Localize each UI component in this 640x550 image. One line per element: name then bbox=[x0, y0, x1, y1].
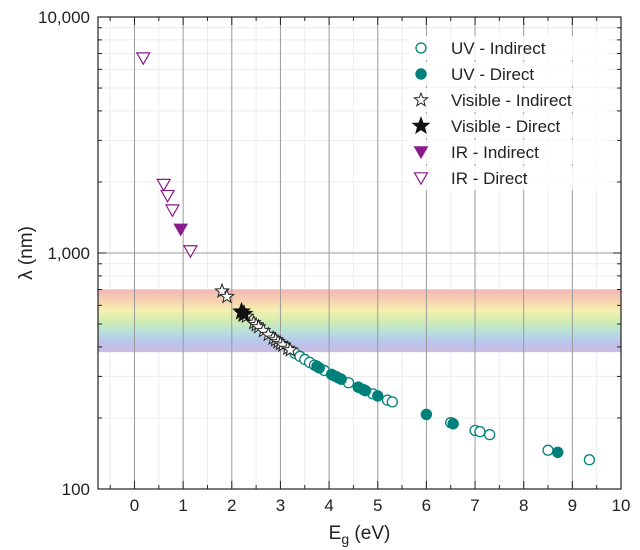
data-point-uv-indirect bbox=[583, 454, 596, 466]
data-point-ir-direct bbox=[182, 245, 198, 259]
x-tick-label: 7 bbox=[470, 496, 479, 515]
legend-marker-visible-indirect bbox=[412, 91, 430, 107]
series-visible-direct bbox=[232, 301, 254, 323]
data-point-uv-direct bbox=[372, 390, 384, 402]
y-tick-label: 100 bbox=[62, 480, 90, 499]
data-point-uv-indirect bbox=[474, 425, 486, 438]
data-point-uv-direct bbox=[420, 408, 433, 421]
data-point-uv-direct bbox=[552, 446, 564, 459]
legend-marker-ir-direct bbox=[413, 172, 429, 186]
x-tick-label: 10 bbox=[612, 496, 631, 515]
legend-item-visible-direct: Visible - Direct bbox=[409, 114, 609, 138]
visible-spectrum-band bbox=[98, 289, 621, 353]
x-tick-label: 6 bbox=[422, 496, 431, 515]
data-point-visible-indirect bbox=[218, 288, 235, 304]
legend-label-uv-direct: UV - Direct bbox=[451, 65, 534, 84]
axis-ticks bbox=[98, 16, 622, 490]
x-tick-label: 3 bbox=[276, 496, 285, 515]
y-tick-label: 1,000 bbox=[47, 244, 90, 263]
series-uv-direct bbox=[311, 360, 564, 459]
legend-item-background bbox=[409, 88, 609, 112]
legend: UV - Indirect UV - Direct Visible - Indire… bbox=[409, 36, 609, 190]
legend-item-ir-indirect: IR - Indirect bbox=[409, 140, 609, 164]
x-tick-label: 1 bbox=[178, 496, 187, 515]
x-tick-label: 5 bbox=[373, 496, 382, 515]
legend-item-uv-direct: UV - Direct bbox=[409, 62, 609, 86]
x-axis-title-main: E bbox=[329, 523, 342, 544]
data-point-uv-direct bbox=[447, 418, 459, 430]
y-tick-labels: 100 1,000 10,000 bbox=[38, 8, 90, 499]
x-axis-title-unit: (eV) bbox=[349, 523, 390, 544]
data-point-uv-direct bbox=[359, 384, 372, 397]
legend-item-background bbox=[409, 140, 609, 164]
legend-item-ir-direct: IR - Direct bbox=[409, 166, 609, 190]
legend-label-uv-indirect: UV - Indirect bbox=[451, 39, 546, 58]
data-point-ir-direct bbox=[156, 178, 172, 192]
legend-marker-ir-indirect bbox=[413, 146, 429, 160]
legend-item-background bbox=[409, 36, 609, 60]
legend-item-visible-indirect: Visible - Indirect bbox=[409, 88, 609, 112]
data-point-ir-direct bbox=[135, 52, 151, 66]
x-tick-label: 2 bbox=[227, 496, 236, 515]
y-tick-label: 10,000 bbox=[38, 8, 90, 27]
x-tick-label: 0 bbox=[130, 496, 139, 515]
legend-label-ir-direct: IR - Direct bbox=[451, 169, 528, 188]
data-point-uv-direct bbox=[313, 362, 326, 374]
data-point-ir-direct bbox=[160, 189, 176, 204]
legend-item-uv-indirect: UV - Indirect bbox=[409, 36, 609, 60]
legend-marker-visible-direct bbox=[411, 116, 431, 135]
legend-item-background bbox=[409, 114, 609, 138]
data-points bbox=[135, 52, 596, 466]
data-point-uv-indirect bbox=[542, 444, 554, 456]
data-point-visible-indirect bbox=[282, 341, 299, 357]
series-ir-indirect bbox=[173, 223, 189, 237]
x-tick-label: 9 bbox=[568, 496, 577, 515]
legend-label-visible-indirect: Visible - Indirect bbox=[451, 91, 572, 110]
series-ir-direct bbox=[135, 52, 198, 259]
x-axis-title: Eg (eV) bbox=[329, 523, 391, 547]
x-tick-labels: 0 1 2 3 4 5 6 7 8 9 10 bbox=[130, 496, 631, 515]
data-point-uv-indirect bbox=[483, 428, 496, 441]
legend-marker-uv-direct bbox=[415, 68, 427, 80]
x-axis-title-subscript: g bbox=[341, 531, 349, 547]
data-point-ir-indirect bbox=[173, 223, 189, 237]
legend-item-background bbox=[409, 62, 609, 86]
legend-label-visible-direct: Visible - Direct bbox=[451, 117, 561, 136]
legend-label-ir-indirect: IR - Indirect bbox=[451, 143, 539, 162]
legend-item-background bbox=[409, 166, 609, 190]
legend-marker-uv-indirect bbox=[415, 42, 427, 54]
data-point-uv-direct bbox=[335, 373, 347, 385]
x-tick-label: 4 bbox=[324, 496, 333, 515]
data-point-ir-direct bbox=[164, 204, 180, 218]
x-tick-label: 8 bbox=[519, 496, 528, 515]
data-point-visible-direct bbox=[234, 304, 254, 323]
y-axis-title: λ (nm) bbox=[16, 226, 37, 280]
data-point-uv-indirect bbox=[386, 396, 398, 408]
